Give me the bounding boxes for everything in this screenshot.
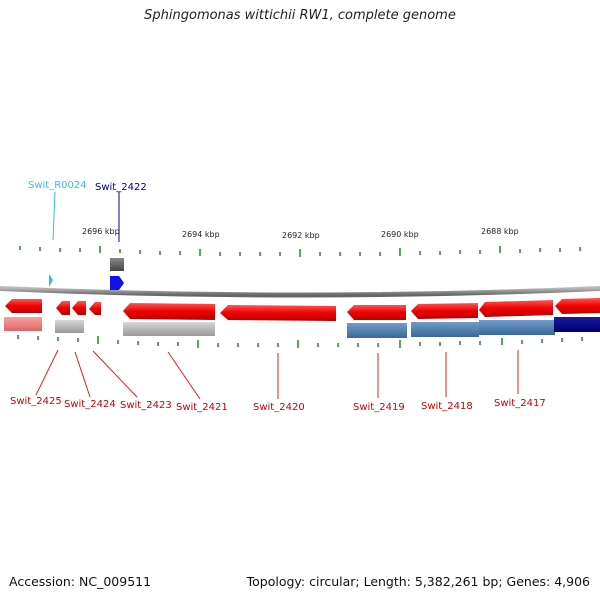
label-swit-2422[interactable]: Swit_2422 bbox=[95, 182, 147, 193]
leader-line-swit-r0024 bbox=[52, 191, 56, 241]
feature-bar-steel-3 bbox=[479, 320, 555, 335]
rna-feature-swit-r0024[interactable] bbox=[49, 274, 53, 287]
cds-arrow-swit-2419[interactable] bbox=[347, 305, 406, 320]
leader-line-swit-2425 bbox=[35, 349, 59, 396]
label-swit-2418[interactable]: Swit_2418 bbox=[421, 401, 473, 412]
label-swit-2421[interactable]: Swit_2421 bbox=[176, 402, 228, 413]
accession-text: Accession: NC_009511 bbox=[9, 574, 152, 589]
cds-arrow-swit-2421[interactable] bbox=[123, 303, 215, 320]
lower-leader-lines bbox=[35, 349, 519, 400]
upper-tick-row bbox=[19, 246, 581, 257]
cds-arrow-swit-2424b[interactable] bbox=[72, 301, 86, 315]
tick-label-2690: 2690 kbp bbox=[381, 230, 419, 239]
tick-label-2696: 2696 kbp bbox=[82, 227, 120, 236]
feature-bar-grey-1 bbox=[55, 320, 84, 333]
feature-bar-navy bbox=[554, 317, 600, 332]
genome-title: Sphingomonas wittichii RW1, complete gen… bbox=[144, 8, 456, 23]
cds-arrow-next[interactable] bbox=[555, 298, 600, 314]
tick-label-2688: 2688 kbp bbox=[481, 227, 519, 236]
label-swit-2425[interactable]: Swit_2425 bbox=[10, 396, 62, 407]
gene-feature-swit-2422[interactable] bbox=[110, 276, 124, 290]
label-swit-2423[interactable]: Swit_2423 bbox=[120, 400, 172, 411]
label-swit-r0024[interactable]: Swit_R0024 bbox=[28, 180, 87, 191]
leader-line-swit-2421 bbox=[167, 351, 201, 400]
tick-label-2692: 2692 kbp bbox=[282, 231, 320, 240]
feature-bar-steel-2 bbox=[411, 322, 479, 337]
lower-tick-row bbox=[17, 335, 583, 348]
label-swit-2420[interactable]: Swit_2420 bbox=[253, 402, 305, 413]
label-swit-2419[interactable]: Swit_2419 bbox=[353, 402, 405, 413]
genome-stats-text: Topology: circular; Length: 5,382,261 bp… bbox=[246, 574, 590, 589]
label-swit-2417[interactable]: Swit_2417 bbox=[494, 398, 546, 409]
leader-line-swit-2423 bbox=[92, 350, 138, 398]
leader-line-swit-2424 bbox=[74, 351, 91, 398]
feature-bar-pink bbox=[4, 317, 42, 331]
cds-arrow-swit-2425[interactable] bbox=[5, 299, 42, 313]
label-swit-2424[interactable]: Swit_2424 bbox=[64, 399, 116, 410]
cds-arrow-swit-2424a[interactable] bbox=[56, 301, 70, 315]
cds-arrow-swit-2417[interactable] bbox=[479, 300, 553, 317]
cds-arrow-swit-2418[interactable] bbox=[411, 303, 478, 319]
feature-bar-steel-1 bbox=[347, 323, 407, 338]
gene-feature-dark[interactable] bbox=[110, 258, 124, 271]
cds-arrow-swit-2420[interactable] bbox=[220, 305, 336, 321]
tick-label-2694: 2694 kbp bbox=[182, 230, 220, 239]
feature-bar-grey-2 bbox=[123, 322, 215, 336]
cds-arrow-swit-2423[interactable] bbox=[89, 302, 101, 315]
genome-backbone bbox=[0, 285, 600, 298]
